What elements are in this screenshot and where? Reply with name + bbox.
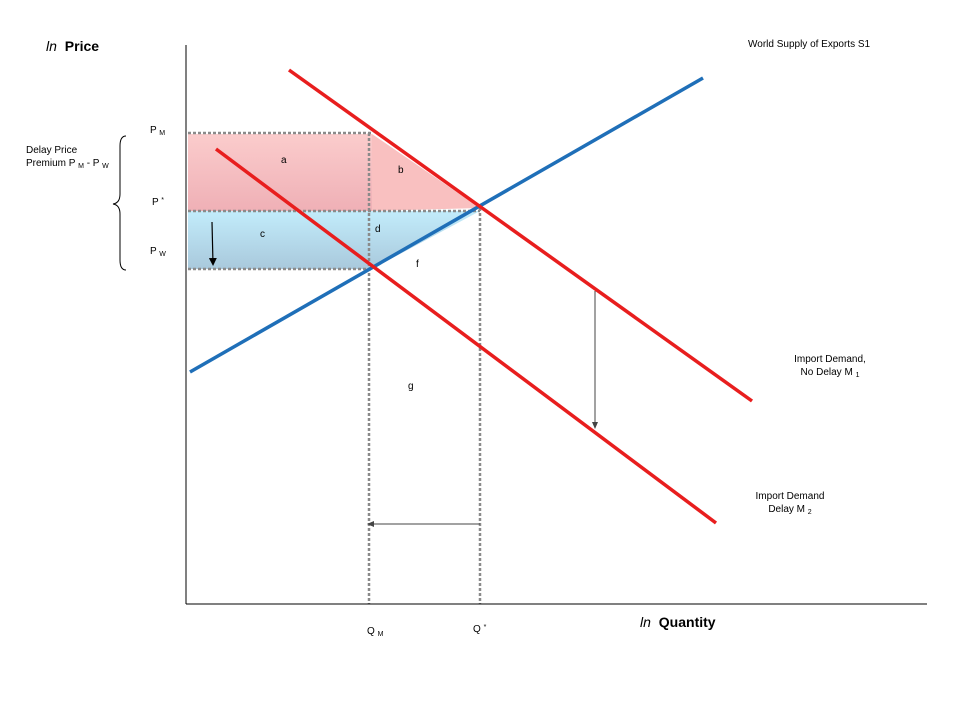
- pm-sub: M: [159, 130, 165, 137]
- qm-sub: M: [378, 631, 384, 638]
- no-delay-main: No Delay M: [801, 367, 853, 378]
- y-axis-title-italic: ln: [46, 38, 57, 54]
- supply-curve-s1: [189, 76, 704, 374]
- premium-label-line2: Premium P M - P W: [26, 158, 109, 171]
- quantity-label-qm: Q M: [367, 626, 384, 638]
- demand-delay-label-line1: Import Demand: [756, 491, 825, 502]
- region-label-d: d: [375, 224, 381, 235]
- premium-line2-mid: - P: [87, 158, 100, 169]
- quantity-label-qstar: Q *: [473, 624, 487, 635]
- pw-main: P: [150, 246, 157, 257]
- x-axis-title-bold: Quantity: [659, 614, 716, 630]
- demand-delay-label-line2: Delay M 2: [768, 504, 811, 516]
- demand-no-delay-label-line2: No Delay M 1: [801, 367, 860, 379]
- price-label-pstar: P *: [152, 197, 164, 208]
- y-axis-title: ln Price: [46, 38, 99, 54]
- delay-sub: 2: [808, 509, 812, 516]
- region-b-fill: [372, 134, 480, 211]
- qstar-main: Q: [473, 624, 481, 635]
- pm-main: P: [150, 125, 157, 136]
- no-delay-sub: 1: [856, 372, 860, 379]
- demand-curve-m2: [214, 147, 718, 525]
- price-label-pm: P M: [150, 125, 165, 137]
- demand-curve-m1: [287, 68, 754, 403]
- pstar-main: P: [152, 197, 159, 208]
- region-label-f: f: [416, 259, 419, 270]
- qm-main: Q: [367, 626, 375, 637]
- x-axis-title-italic: ln: [640, 614, 651, 630]
- pstar-sup: *: [161, 197, 164, 204]
- region-label-g: g: [408, 381, 414, 392]
- x-axis-title: ln Quantity: [640, 614, 716, 630]
- region-label-c: c: [260, 229, 265, 240]
- premium-line2-sub1: M: [78, 163, 84, 170]
- price-label-pw: P W: [150, 246, 166, 258]
- premium-brace: [112, 135, 127, 271]
- demand-no-delay-label-line1: Import Demand,: [794, 354, 866, 365]
- region-label-b: b: [398, 165, 404, 176]
- pw-sub: W: [159, 251, 166, 258]
- y-axis-title-bold: Price: [65, 38, 99, 54]
- region-label-a: a: [281, 155, 287, 166]
- region-a-fill: [188, 134, 372, 211]
- region-cd-fill: [188, 211, 480, 269]
- price-drop-arrow: [208, 221, 217, 266]
- premium-line2-sub2: W: [102, 163, 109, 170]
- supply-curve-label: World Supply of Exports S1: [748, 39, 871, 50]
- delay-main: Delay M: [768, 504, 805, 515]
- premium-line2-main: Premium P: [26, 158, 76, 169]
- premium-label-line1: Delay Price: [26, 145, 78, 156]
- qstar-sup: *: [484, 624, 487, 631]
